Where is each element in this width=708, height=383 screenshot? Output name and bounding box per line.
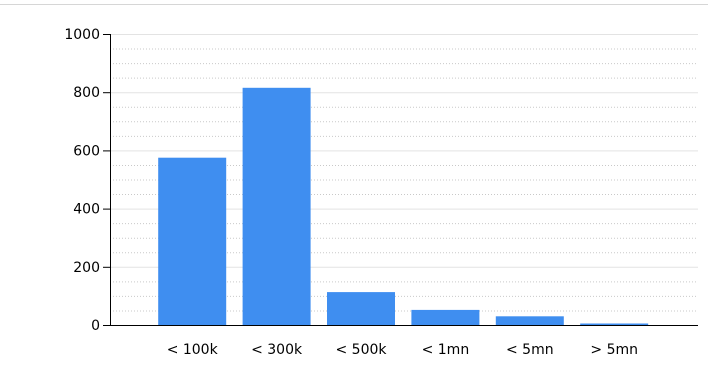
x-tick-label-1: < 300k bbox=[251, 342, 303, 358]
y-tick-label-2: 400 bbox=[73, 202, 100, 218]
x-tick-label-0: < 100k bbox=[167, 342, 219, 358]
x-tick-labels: < 100k < 300k < 500k < 1mn < 5mn > 5mn bbox=[167, 342, 638, 358]
x-tick-label-4: < 5mn bbox=[506, 342, 554, 358]
x-tick-label-5: > 5mn bbox=[590, 342, 638, 358]
y-tick-label-0: 0 bbox=[91, 318, 100, 334]
bar-1 bbox=[242, 87, 311, 325]
axes bbox=[103, 34, 698, 326]
bar-4 bbox=[495, 316, 564, 325]
bar-2 bbox=[327, 292, 395, 325]
bar-5 bbox=[580, 323, 649, 325]
y-tick-label-3: 600 bbox=[73, 143, 100, 159]
bar-3 bbox=[411, 309, 480, 325]
y-tick-label-1: 200 bbox=[73, 260, 100, 276]
y-tick-labels: 0 200 400 600 800 1000 bbox=[64, 27, 100, 334]
x-tick-label-2: < 500k bbox=[335, 342, 387, 358]
y-tick-label-4: 800 bbox=[73, 85, 100, 101]
y-tick-label-5: 1000 bbox=[64, 27, 100, 43]
top-divider bbox=[0, 4, 708, 5]
bars bbox=[158, 87, 649, 325]
x-tick-label-3: < 1mn bbox=[422, 342, 470, 358]
bar-0 bbox=[158, 157, 227, 325]
